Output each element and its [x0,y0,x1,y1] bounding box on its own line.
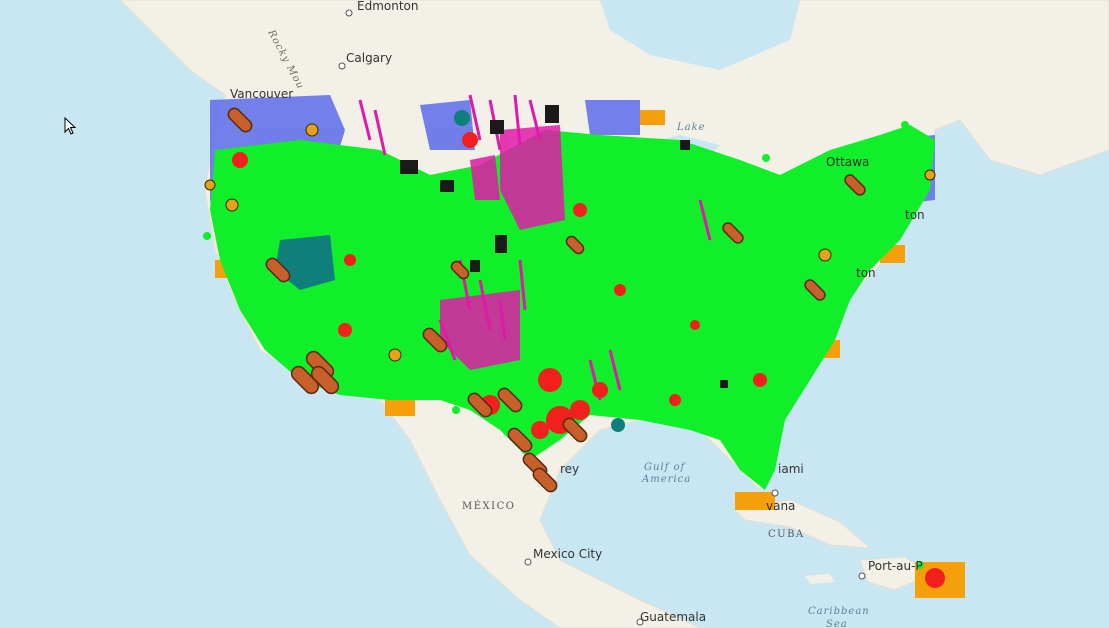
cuba-island [733,499,872,549]
solar-scatter [203,121,924,569]
svg-text:Calgary: Calgary [346,51,392,65]
svg-text:Mexico City: Mexico City [533,547,602,561]
water-label-caribbean-line-2: Sea [826,619,848,628]
city-mexico-city: Mexico City [524,547,602,566]
city-ottawa: Ottawa [826,155,869,169]
svg-text:Guatemala: Guatemala [640,610,706,624]
jamaica-island [805,574,835,584]
city-monterrey: rey [560,462,579,476]
city-port-au-prince: Port-au-P [858,559,923,580]
svg-text:Vancouver: Vancouver [230,87,293,101]
city-havana: vana [766,489,795,513]
city-vancouver: Vancouver [230,87,293,101]
mouse-pointer-icon [64,117,77,135]
country-label-mexico: MÉXICO [462,500,515,512]
city-calgary: Calgary [338,51,392,70]
svg-text:rey: rey [560,462,579,476]
hispaniola-island [859,556,932,591]
city-miami: iami [778,462,804,476]
hudson-bay [600,0,800,70]
petroleum-layer [227,107,866,493]
water-label-gulf-line-1: Gulf of [644,462,687,473]
city-washington: ton [856,266,876,280]
solar-layer [210,125,935,490]
svg-text:vana: vana [766,499,795,513]
natural-gas-layer [232,132,945,588]
water-label-caribbean-line-1: Caribbean [808,606,870,617]
city-edmonton: Edmonton [345,0,419,17]
biomass-layer [204,123,936,362]
city-boston: ton [905,208,925,222]
svg-text:iami: iami [778,462,804,476]
svg-text:Port-au-P: Port-au-P [868,559,923,573]
svg-text:ton: ton [856,266,876,280]
city-guatemala: Guatemala [636,610,706,626]
wind-clusters [440,125,565,370]
svg-text:ton: ton [905,208,925,222]
coal-layer [400,105,728,388]
svg-text:Ottawa: Ottawa [826,155,869,169]
country-label-cuba: CUBA [768,529,805,540]
water-label-gulf-line-2: America [641,474,691,485]
svg-text:Edmonton: Edmonton [357,0,419,13]
water-label-lake: Lake [676,122,706,133]
